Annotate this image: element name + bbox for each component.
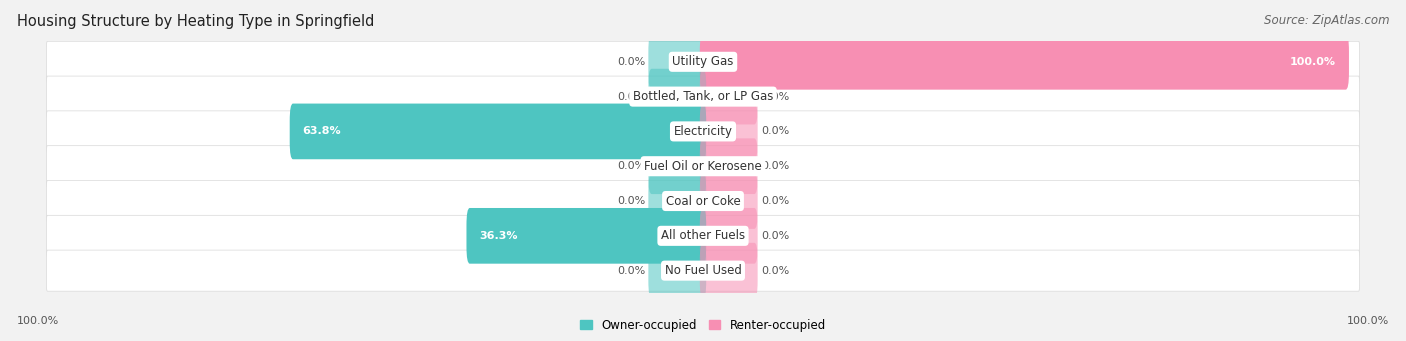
Text: Bottled, Tank, or LP Gas: Bottled, Tank, or LP Gas	[633, 90, 773, 103]
FancyBboxPatch shape	[290, 104, 706, 159]
Text: Housing Structure by Heating Type in Springfield: Housing Structure by Heating Type in Spr…	[17, 14, 374, 29]
FancyBboxPatch shape	[46, 146, 1360, 187]
Text: 0.0%: 0.0%	[761, 231, 789, 241]
FancyBboxPatch shape	[46, 111, 1360, 152]
Text: 100.0%: 100.0%	[1291, 57, 1336, 67]
FancyBboxPatch shape	[648, 173, 706, 229]
Text: Coal or Coke: Coal or Coke	[665, 194, 741, 208]
Text: 0.0%: 0.0%	[761, 266, 789, 276]
FancyBboxPatch shape	[648, 243, 706, 298]
FancyBboxPatch shape	[648, 69, 706, 124]
Legend: Owner-occupied, Renter-occupied: Owner-occupied, Renter-occupied	[579, 319, 827, 332]
Text: All other Fuels: All other Fuels	[661, 229, 745, 242]
FancyBboxPatch shape	[467, 208, 706, 264]
FancyBboxPatch shape	[46, 41, 1360, 82]
FancyBboxPatch shape	[46, 76, 1360, 117]
Text: 0.0%: 0.0%	[761, 161, 789, 171]
FancyBboxPatch shape	[700, 208, 758, 264]
Text: 0.0%: 0.0%	[761, 92, 789, 102]
Text: 63.8%: 63.8%	[302, 127, 342, 136]
Text: 0.0%: 0.0%	[617, 161, 645, 171]
Text: Electricity: Electricity	[673, 125, 733, 138]
Text: Source: ZipAtlas.com: Source: ZipAtlas.com	[1264, 14, 1389, 27]
FancyBboxPatch shape	[46, 215, 1360, 256]
FancyBboxPatch shape	[700, 104, 758, 159]
Text: 100.0%: 100.0%	[17, 315, 59, 326]
Text: 0.0%: 0.0%	[617, 196, 645, 206]
Text: 0.0%: 0.0%	[761, 127, 789, 136]
FancyBboxPatch shape	[648, 34, 706, 90]
FancyBboxPatch shape	[700, 69, 758, 124]
Text: 0.0%: 0.0%	[617, 92, 645, 102]
Text: Utility Gas: Utility Gas	[672, 55, 734, 68]
FancyBboxPatch shape	[648, 138, 706, 194]
Text: 36.3%: 36.3%	[479, 231, 517, 241]
FancyBboxPatch shape	[700, 34, 1348, 90]
Text: Fuel Oil or Kerosene: Fuel Oil or Kerosene	[644, 160, 762, 173]
Text: No Fuel Used: No Fuel Used	[665, 264, 741, 277]
Text: 0.0%: 0.0%	[761, 196, 789, 206]
FancyBboxPatch shape	[46, 180, 1360, 222]
Text: 100.0%: 100.0%	[1347, 315, 1389, 326]
Text: 0.0%: 0.0%	[617, 57, 645, 67]
FancyBboxPatch shape	[700, 243, 758, 298]
Text: 0.0%: 0.0%	[617, 266, 645, 276]
FancyBboxPatch shape	[700, 138, 758, 194]
FancyBboxPatch shape	[700, 173, 758, 229]
FancyBboxPatch shape	[46, 250, 1360, 291]
